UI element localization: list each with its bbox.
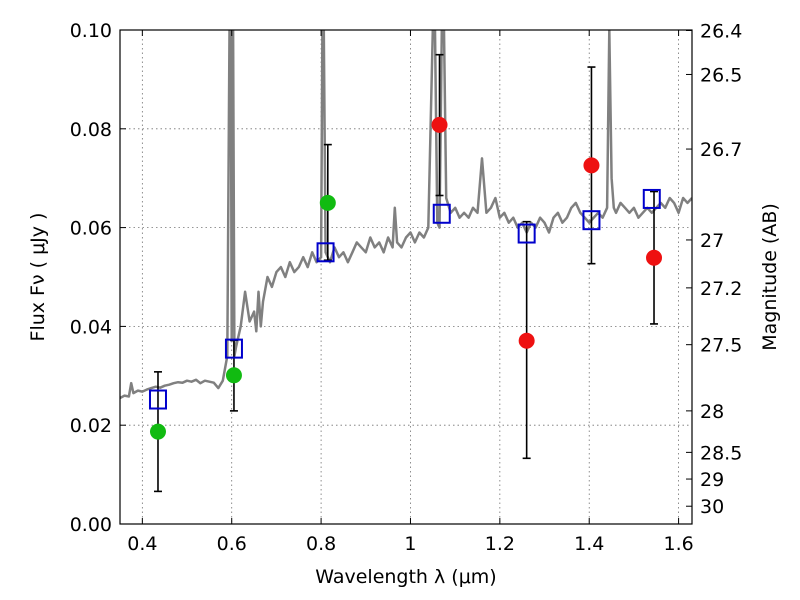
x-tick-label: 0.4 (127, 533, 157, 555)
data-point (225, 367, 242, 384)
right-tick-label: 28.5 (700, 442, 742, 464)
y-tick-label: 0.04 (70, 316, 112, 338)
data-point (518, 332, 535, 349)
ticks (120, 29, 692, 525)
data-point (583, 157, 600, 174)
marker-layer (148, 116, 663, 440)
right-tick-label: 27.2 (700, 278, 742, 300)
plot-frame (119, 29, 693, 525)
data-point (646, 249, 663, 266)
x-tick-label: 1 (404, 533, 416, 555)
model-box-marker (517, 223, 536, 244)
tick-labels: 0.4 0.6 0.8 1 1.2 1.4 1.6 0.00 0.02 0.04 0.06 0.08 0… (70, 20, 743, 555)
model-box-marker (642, 188, 661, 209)
y-tick-label: 0.00 (70, 514, 112, 536)
model-box-marker (432, 203, 451, 224)
right-tick-label: 27 (700, 230, 724, 252)
x-tick-label: 0.6 (217, 533, 247, 555)
x-axis-label: Wavelength λ (μm) (315, 566, 496, 588)
right-tick-label: 26.5 (700, 64, 742, 86)
grid (120, 29, 692, 525)
y-tick-label: 0.10 (70, 20, 112, 42)
y-axis-label: Flux Fν ( μJy ) (27, 213, 49, 342)
x-tick-label: 1.6 (663, 533, 693, 555)
data-point (431, 116, 448, 133)
model-box-marker (148, 389, 167, 410)
model-box-marker (582, 210, 601, 231)
right-tick-label: 27.5 (700, 335, 742, 357)
model-box-marker (316, 242, 335, 263)
y-tick-label: 0.06 (70, 218, 112, 240)
x-tick-label: 1.4 (574, 533, 604, 555)
right-tick-label: 30 (700, 496, 724, 518)
right-tick-label: 28 (700, 401, 724, 423)
x-tick-label: 1.2 (485, 533, 515, 555)
spectrum-line (120, 30, 692, 400)
y-tick-label: 0.02 (70, 415, 112, 437)
right-tick-label: 29 (700, 469, 724, 491)
right-tick-label: 26.4 (700, 20, 742, 42)
right-tick-label: 26.7 (700, 139, 742, 161)
model-box-marker (224, 338, 243, 359)
data-point (319, 194, 336, 211)
spectrum-layer (120, 30, 692, 400)
data-point (149, 423, 166, 440)
x-tick-label: 0.8 (306, 533, 336, 555)
right-axis-label: Magnitude (AB) (759, 203, 781, 351)
y-tick-label: 0.08 (70, 119, 112, 141)
